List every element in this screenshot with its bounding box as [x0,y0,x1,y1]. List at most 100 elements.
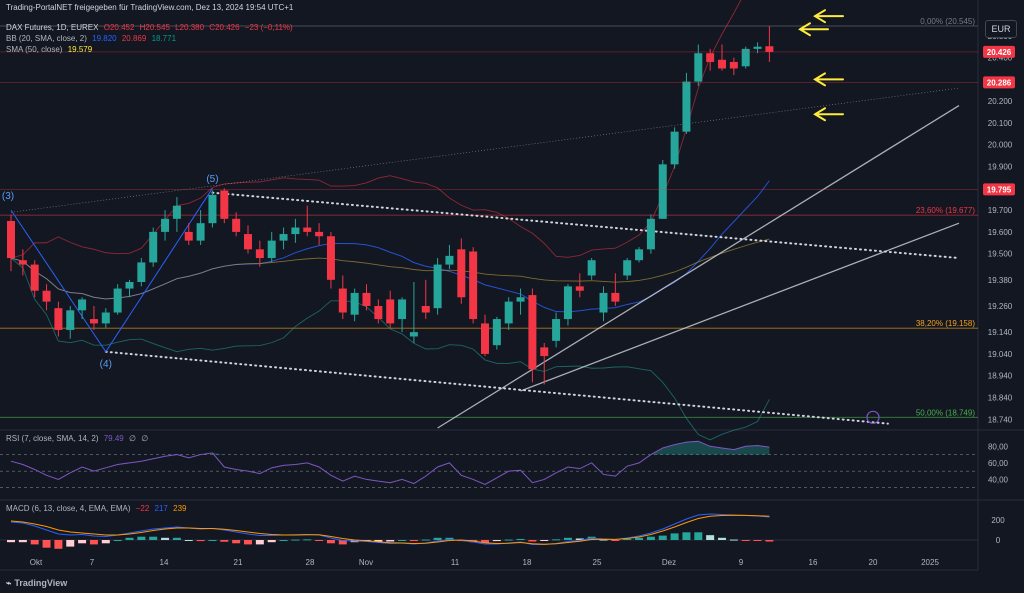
candle-body [445,255,454,265]
price-badge-label: 20.426 [987,48,1012,57]
candle-body [255,249,264,259]
macd-histogram-bar [89,540,98,545]
candle-body [149,231,158,263]
candle-body [78,299,87,311]
rsi-legend[interactable]: RSI (7, close, SMA, 14, 2) 79.49 ∅ ∅ [6,434,151,444]
sma-label: SMA (50, close) [6,45,63,54]
macd-histogram-bar [326,540,335,544]
rsi-overbought-fill [212,441,770,455]
candle-body [682,81,691,132]
fib-level-label: 0,00% (20.545) [920,17,975,26]
price-tick-label: 20.000 [988,141,1013,150]
candle-body [433,264,442,309]
macd-histogram-bar [78,540,87,544]
macd-histogram-bar [66,540,75,547]
macd-histogram-bar [599,539,608,541]
macd-histogram-bar [563,537,572,540]
wave-label-3: (3) [2,191,14,202]
macd-histogram-bar [54,540,63,549]
macd-signal-line [10,514,770,545]
macd-histogram-bar [445,537,454,540]
candle-body [101,312,110,324]
macd-line-value: 217 [154,504,168,513]
macd-histogram-bar [421,539,430,541]
macd-tick-label: 200 [991,516,1005,525]
macd-legend[interactable]: MACD (6, 13, close, 4, EMA, EMA) −22 217… [6,504,189,514]
trend-line [437,104,960,429]
price-badge [983,45,1015,58]
price-tick-label: 19.140 [988,328,1013,337]
macd-histogram-bar [208,540,217,541]
sma-line [10,238,770,300]
trend-line [104,350,889,425]
macd-histogram-bar [753,540,762,541]
fib-level-label: 50,00% (18.749) [916,408,975,417]
macd-histogram-bar [125,537,134,540]
currency-button[interactable]: EUR [985,20,1017,38]
time-tick-label: 11 [451,558,460,567]
time-tick-label: 14 [160,558,169,567]
candle-body [315,231,324,237]
bb-lower-line [10,257,770,441]
candle-body [18,260,27,265]
price-badge-label: 19.795 [987,185,1012,194]
rsi-tick-label: 40,00 [988,475,1009,484]
candle-body [303,227,312,232]
time-tick-label: Okt [30,558,43,567]
macd-histogram-bar [658,535,667,540]
elliott-wave-line [10,188,213,353]
candle-body [54,308,63,330]
price-tick-label: 19.600 [988,228,1013,237]
tradingview-logo[interactable]: ⌁ TradingView [6,578,67,589]
price-tick-label: 20.400 [988,54,1013,63]
price-badge-label: 20.286 [987,78,1012,87]
macd-histogram-bar [516,538,525,540]
macd-histogram-bar [315,540,324,541]
candle-body [457,249,466,298]
candle-body [196,223,205,241]
macd-histogram-bar [149,536,158,540]
macd-histogram-bar [611,540,620,541]
candle-body [137,262,146,283]
tv-logo-icon: ⌁ [6,578,12,588]
candle-body [492,319,501,346]
candle-body [386,299,395,324]
candle-body [718,59,726,69]
macd-histogram-bar [433,537,442,540]
open-value: O20.452 [103,23,135,32]
arrow-icon [813,9,844,24]
candle-body [125,282,134,289]
macd-histogram-bar [196,540,205,542]
price-tick-label: 19.380 [988,276,1013,285]
logo-text: TradingView [14,578,68,588]
trend-line [211,191,960,260]
macd-histogram-bar [184,540,193,541]
macd-histogram-bar [398,540,407,541]
candle-body [729,61,738,69]
macd-histogram-bar [386,540,395,542]
sma-legend[interactable]: SMA (50, close) 19.579 [6,45,95,55]
rsi-tick-label: 60,00 [988,459,1009,468]
macd-histogram-bar [682,532,691,540]
price-badge [983,76,1015,89]
candle-body [208,194,217,224]
bb-upper-value: 20.869 [121,34,147,43]
time-tick-label: 18 [523,558,532,567]
macd-histogram-bar [718,537,726,540]
symbol-legend[interactable]: DAX Futures, 1D, EUREX O20.452 H20.545 L… [6,23,296,33]
rsi-band-value: ∅ [141,434,149,443]
attribution-text: Trading-PortalNET freigegeben für Tradin… [6,3,294,12]
price-tick-label: 18.840 [988,393,1013,402]
macd-signal-value: 239 [173,504,187,513]
candle-body [753,46,762,49]
candle-body [469,251,478,320]
candle-body [646,218,655,250]
macd-histogram-bar [303,539,312,541]
macd-histogram-bar [552,539,561,541]
macd-histogram-bar [279,540,288,541]
candle-body [765,46,774,52]
candle-body [623,260,632,276]
rsi-value: 79.49 [103,434,124,443]
bb-legend[interactable]: BB (20, SMA, close, 2) 19.820 20.869 18.… [6,34,179,44]
